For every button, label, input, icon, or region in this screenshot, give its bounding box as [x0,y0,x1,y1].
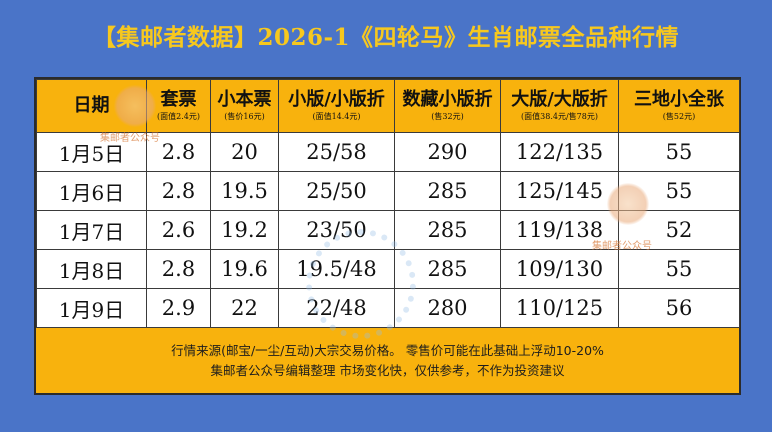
column-header: 小版/小版折 (面值14.4元) [278,79,395,133]
price-cell: 25/50 [278,171,395,211]
footer-line-1: 行情来源(邮宝/一尘/互动)大宗交易价格。 零售价可能在此基础上浮动10-20% [171,343,604,358]
price-cell: 110/125 [500,288,619,328]
price-cell: 25/58 [278,132,395,172]
column-header: 套票 (面值2.4元) [146,79,211,133]
watermark-wheel [306,229,416,339]
price-cell: 2.8 [146,132,211,172]
column-header-label: 数藏小版折 [402,89,493,110]
price-cell: 22 [210,288,279,328]
price-cell: 19.6 [210,249,279,289]
price-cell: 285 [394,171,501,211]
watermark-stamp-icon [114,85,156,127]
watermark-stamp-icon-2 [607,183,649,225]
price-cell: 119/138 [500,210,619,250]
date-cell: 1月8日 [36,249,147,289]
price-cell: 55 [618,249,740,289]
date-cell: 1月7日 [36,210,147,250]
column-header: 三地小全张 (售52元) [618,79,740,133]
watermark-text-2: 集邮者公众号 [592,241,652,252]
column-header: 小本票 (售价16元) [210,79,279,133]
price-cell: 2.8 [146,249,211,289]
column-header-note: (面值38.4元/售78元) [521,112,598,121]
column-header-note: (面值2.4元) [157,112,200,121]
price-cell: 2.8 [146,171,211,211]
watermark-text: 集邮者公众号 [100,133,160,144]
price-cell: 290 [394,132,501,172]
date-cell: 1月9日 [36,288,147,328]
column-header: 大版/大版折 (面值38.4元/售78元) [500,79,619,133]
column-header-label: 三地小全张 [634,89,724,110]
price-cell: 285 [394,210,501,250]
price-cell: 2.9 [146,288,211,328]
column-header-label: 小本票 [217,89,272,110]
price-table-card: 日期 套票 (面值2.4元) 小本票 (售价16元) 小版/小版折 (面值14.4元) 数藏小… [34,77,741,395]
price-cell: 2.6 [146,210,211,250]
date-cell: 1月6日 [36,171,147,211]
footer-line-2: 集邮者公众号编辑整理 市场变化快，仅供参考，不作为投资建议 [210,363,565,378]
price-cell: 19.2 [210,210,279,250]
column-header-label: 套票 [160,89,197,110]
price-cell: 122/135 [500,132,619,172]
price-cell: 19.5 [210,171,279,211]
price-cell: 55 [618,132,740,172]
column-header: 数藏小版折 (售32元) [394,79,501,133]
column-header-note: (售52元) [662,112,696,121]
column-header-label: 大版/大版折 [511,89,608,110]
column-header-note: (面值14.4元) [312,112,361,121]
price-cell: 20 [210,132,279,172]
column-header-note: (售价16元) [224,112,265,121]
date-cell: 1月5日 [36,132,147,172]
page-title: 【集邮者数据】2026-1《四轮马》生肖邮票全品种行情 [92,24,680,51]
column-header-label: 小版/小版折 [288,89,385,110]
price-cell: 56 [618,288,740,328]
price-cell: 125/145 [500,171,619,211]
column-header-label: 日期 [73,95,110,116]
column-header-note: (售32元) [431,112,464,121]
footer-note: 行情来源(邮宝/一尘/互动)大宗交易价格。 零售价可能在此基础上浮动10-20%… [36,331,739,393]
price-cell: 109/130 [500,249,619,289]
